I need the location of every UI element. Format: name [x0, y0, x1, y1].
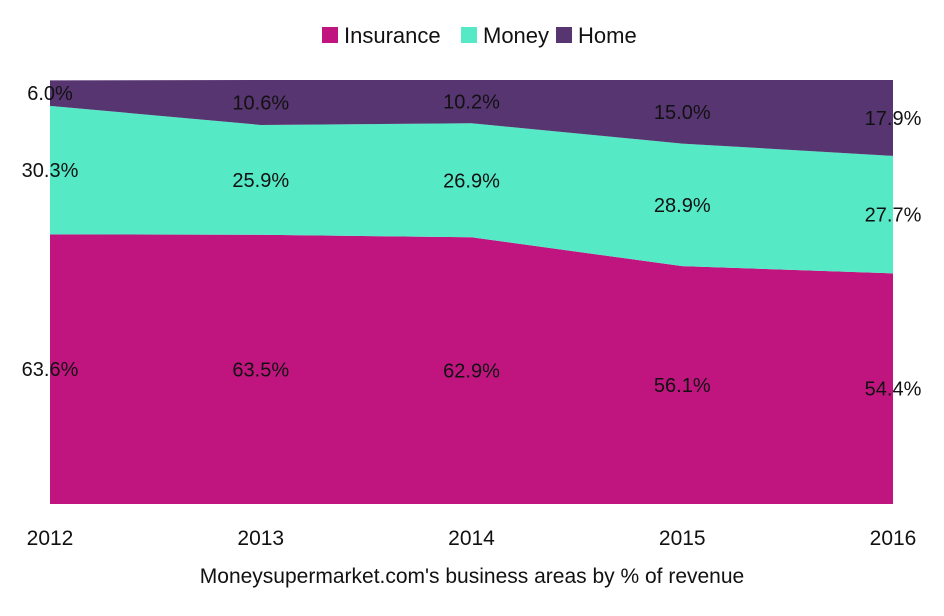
data-label-home-2015: 15.0%: [654, 102, 711, 124]
legend-swatch-money: [461, 27, 477, 43]
data-label-insurance-2015: 56.1%: [654, 375, 711, 397]
data-label-money-2013: 25.9%: [232, 170, 289, 192]
data-label-money-2015: 28.9%: [654, 195, 711, 217]
data-label-money-2014: 26.9%: [443, 170, 500, 192]
data-label-home-2013: 10.6%: [232, 92, 289, 114]
legend-label-money: Money: [483, 23, 549, 48]
data-label-insurance-2014: 62.9%: [443, 361, 500, 383]
data-label-home-2016: 17.9%: [865, 108, 922, 130]
area-home: [50, 80, 893, 156]
x-axis-label: Moneysupermarket.com's business areas by…: [200, 565, 744, 588]
data-label-home-2012: 6.0%: [27, 83, 73, 105]
x-axis: 2012 2013 2014 2015 2016: [27, 527, 917, 550]
legend-item-money: Money: [461, 23, 549, 48]
legend-label-insurance: Insurance: [344, 23, 441, 48]
x-tick-label-2014: 2014: [448, 527, 495, 550]
legend-item-insurance: Insurance: [322, 23, 441, 48]
legend-label-home: Home: [578, 23, 637, 48]
data-label-insurance-2013: 63.5%: [232, 359, 289, 381]
legend-swatch-home: [556, 27, 572, 43]
data-label-insurance-2016: 54.4%: [865, 379, 922, 401]
data-label-money-2016: 27.7%: [865, 205, 922, 227]
legend: Insurance Money Home: [322, 23, 637, 48]
x-tick-label-2015: 2015: [659, 527, 706, 550]
area-money: [50, 105, 893, 274]
plot-area: [50, 80, 893, 504]
data-label-insurance-2012: 63.6%: [22, 359, 79, 381]
data-label-money-2012: 30.3%: [22, 160, 79, 182]
data-labels: 63.6% 63.5% 62.9% 56.1% 54.4% 30.3% 25.9% 26.9%…: [22, 83, 922, 401]
legend-swatch-insurance: [322, 27, 338, 43]
data-label-home-2014: 10.2%: [443, 92, 500, 114]
legend-item-home: Home: [556, 23, 637, 48]
x-tick-label-2012: 2012: [27, 527, 74, 550]
x-tick-label-2016: 2016: [870, 527, 917, 550]
x-tick-label-2013: 2013: [237, 527, 284, 550]
area-insurance: [50, 234, 893, 504]
